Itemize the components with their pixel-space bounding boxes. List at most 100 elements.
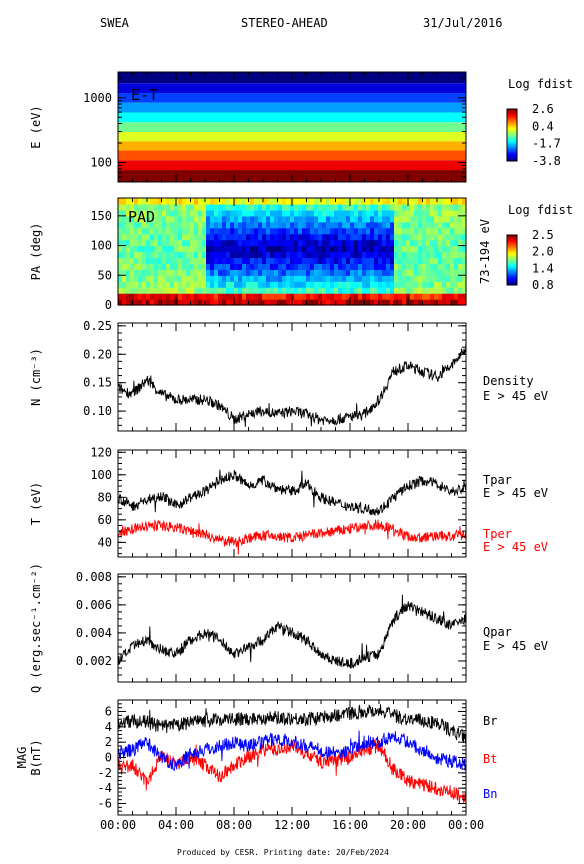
pad-cell — [398, 251, 403, 259]
pad-cell — [442, 245, 447, 253]
pad-cell — [258, 215, 263, 223]
pad-cell — [262, 227, 267, 235]
pad-cell — [258, 293, 263, 300]
pad-cell — [374, 245, 379, 253]
pad-cell — [170, 263, 175, 270]
pad-cell — [118, 215, 123, 223]
pad-cell — [158, 209, 163, 217]
pad-cell — [158, 263, 163, 270]
pad-cell — [434, 221, 439, 229]
pad-cell — [414, 245, 419, 253]
pad-cell — [274, 275, 279, 282]
pad-cell — [326, 245, 331, 253]
pad-cell — [314, 275, 319, 282]
colorbar-swatch — [507, 278, 517, 281]
pad-cell — [398, 275, 403, 282]
pad-cell — [270, 251, 275, 259]
pad-cell — [374, 257, 379, 264]
pad-cell — [302, 275, 307, 282]
pad-cell — [402, 239, 407, 247]
pad-cell — [462, 221, 467, 229]
pad-cell — [350, 233, 355, 241]
pad-cell — [282, 233, 287, 241]
pad-cell — [278, 245, 283, 253]
pad-cell — [414, 198, 419, 205]
pad-cell — [446, 215, 451, 223]
pad-cell — [234, 281, 239, 288]
pad-cell — [138, 245, 143, 253]
pad-cell — [126, 281, 131, 288]
pad-cell — [162, 263, 167, 270]
pad-cell — [230, 245, 235, 253]
pad-cell — [258, 227, 263, 235]
pad-cell — [334, 293, 339, 300]
pad-cell — [298, 263, 303, 270]
pad-cell — [174, 275, 179, 282]
pad-cell — [274, 221, 279, 229]
pad-cell — [186, 227, 191, 235]
pad-cell — [138, 227, 143, 235]
pad-cell — [322, 251, 327, 259]
pad-cell — [366, 287, 371, 294]
pad-cell — [150, 263, 155, 270]
colorbar-swatch — [507, 266, 517, 268]
pad-cell — [346, 251, 351, 259]
pad-cell — [426, 275, 431, 282]
pad-cell — [234, 227, 239, 235]
pad-cell — [402, 221, 407, 229]
pad-cell — [258, 251, 263, 259]
pad-cell — [318, 275, 323, 282]
pad-cell — [342, 221, 347, 229]
pad-cell — [430, 198, 435, 205]
pad-cell — [290, 269, 295, 276]
pad-cell — [306, 269, 311, 276]
pad-cell — [426, 257, 431, 264]
pad-cell — [330, 287, 335, 294]
pad-cell — [382, 287, 387, 294]
colorbar-swatch — [507, 275, 517, 277]
y-tick-label: 6 — [105, 705, 112, 719]
pad-cell — [454, 257, 459, 264]
pad-cell — [310, 203, 315, 211]
pad-cell — [246, 215, 251, 223]
pad-cell — [206, 257, 211, 264]
pad-cell — [450, 281, 455, 288]
pad-cell — [250, 257, 255, 264]
pad-cell — [166, 281, 171, 288]
pad-cell — [258, 287, 263, 294]
pad-cell — [234, 251, 239, 259]
pad-cell — [154, 251, 159, 259]
pad-cell — [322, 203, 327, 211]
pad-cell — [450, 203, 455, 211]
pad-cell — [298, 257, 303, 264]
pad-cell — [142, 227, 147, 235]
pad-cell — [354, 293, 359, 300]
pad-cell — [318, 293, 323, 300]
pad-cell — [166, 203, 171, 211]
y-tick-label: 40 — [98, 535, 112, 549]
pad-cell — [238, 299, 243, 306]
pad-cell — [266, 287, 271, 294]
pad-cell — [462, 269, 467, 276]
pad-cell — [450, 251, 455, 259]
pad-cell — [338, 275, 343, 282]
pad-cell — [318, 257, 323, 264]
pad-cell — [290, 245, 295, 253]
pad-cell — [446, 227, 451, 235]
pad-cell — [306, 227, 311, 235]
colorbar-swatch — [507, 157, 517, 159]
pad-cell — [366, 233, 371, 241]
pad-cell — [134, 275, 139, 282]
pad-cell — [286, 287, 291, 294]
pad-cell — [434, 275, 439, 282]
pad-cell — [178, 203, 183, 211]
pad-cell — [146, 251, 151, 259]
pad-cell — [386, 215, 391, 223]
pad-cell — [270, 287, 275, 294]
pad-cell — [446, 299, 451, 306]
pad-cell — [282, 275, 287, 282]
pad-cell — [242, 233, 247, 241]
pad-cell — [202, 257, 207, 264]
pad-cell — [442, 269, 447, 276]
